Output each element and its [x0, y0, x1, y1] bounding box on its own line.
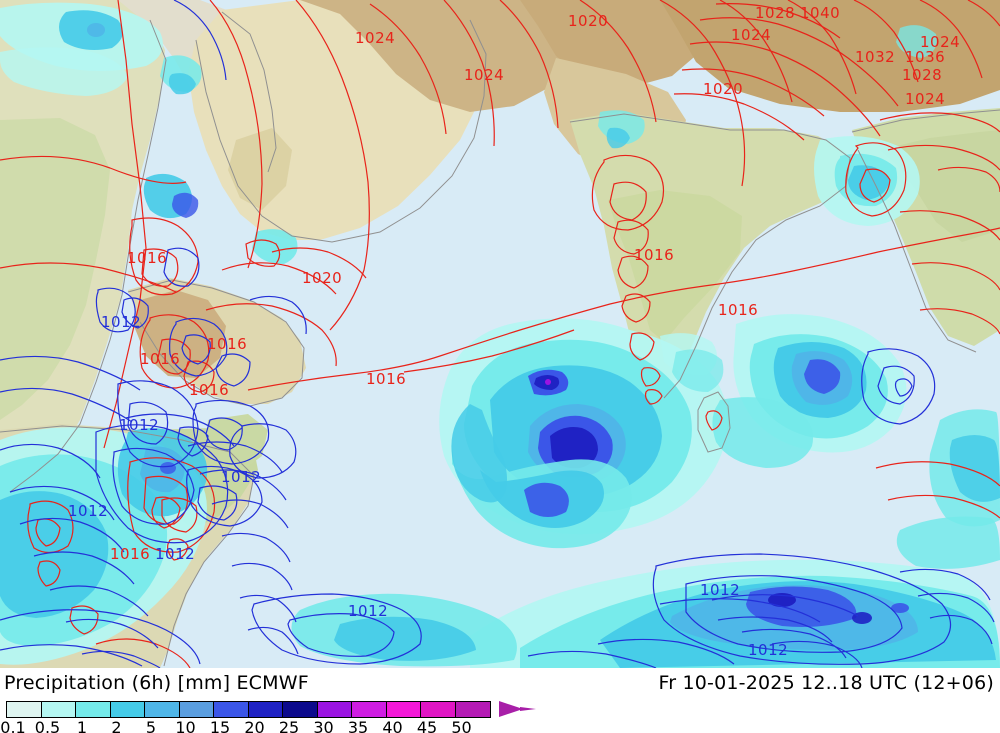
map-footer: Precipitation (6h) [mm] ECMWF Fr 10-01-2…	[0, 668, 1000, 733]
colorbar-tick-2: 2	[111, 718, 122, 733]
precip-west-lobe	[451, 404, 507, 503]
colorbar-tick-20: 20	[244, 718, 265, 733]
land-sahel-green	[0, 118, 110, 420]
colorbar-swatch-20	[248, 702, 283, 717]
precipitation-map[interactable]: 1024 1020 1024 1028 1040 1024 1024 1032 1036 1028…	[0, 0, 1000, 668]
precip-india-coast-faint	[672, 349, 724, 392]
colorbar-overflow-arrow	[499, 701, 523, 717]
colorbar-tick-0.5: 0.5	[34, 718, 61, 733]
colorbar-swatch-40	[386, 702, 421, 717]
chart-timestamp: Fr 10-01-2025 12..18 UTC (12+06)	[658, 672, 994, 694]
precip-sri-lanka-east-peak	[804, 359, 841, 394]
precip-sw-arm-core	[524, 482, 569, 517]
precip-nw-cell-peak	[545, 379, 551, 385]
colorbar-tick-15: 15	[209, 718, 231, 733]
land-iran-plateau	[300, 0, 580, 112]
precip-ethiopia-peak	[160, 462, 176, 474]
precip-sumatra-band-core	[949, 435, 1000, 502]
colorbar-tick-40: 40	[382, 718, 403, 733]
precip-sumatra-strip	[896, 516, 1000, 569]
colorbar-swatch-50	[455, 702, 490, 717]
isobars-high	[0, 0, 1000, 668]
land-deccan-plateau	[608, 190, 742, 342]
colorbar-tick-10: 10	[175, 718, 196, 733]
colorbar-swatch-30	[317, 702, 352, 717]
colorbar-tick-35: 35	[347, 718, 369, 733]
colorbar-swatch-25	[283, 702, 318, 717]
colorbar-swatch-45	[421, 702, 456, 717]
colorbar-swatch-2	[110, 702, 145, 717]
isobars-low	[0, 0, 995, 668]
precip-bottom-arc-core	[334, 616, 476, 661]
colorbar-tick-0.1: 0.1	[0, 718, 26, 733]
colorbar-tick-25: 25	[278, 718, 300, 733]
precip-southern-peak-3	[891, 603, 909, 613]
precip-red-sea-coast-2	[172, 192, 199, 218]
precip-yemen-coast	[252, 229, 298, 264]
colorbar-swatch-1	[76, 702, 111, 717]
precip-bengal-edge-core2	[848, 165, 890, 200]
colorbar-tick-5: 5	[145, 718, 157, 733]
colorbar-tick-30: 30	[313, 718, 334, 733]
colorbar-swatch-5	[145, 702, 180, 717]
coastlines	[0, 11, 1000, 667]
colorbar-tick-labels: 0.1 0.5 1 2 5 10 15 20 25 30 35 40 45 50	[0, 718, 540, 733]
colorbar-swatch-10	[179, 702, 214, 717]
precip-himalaya-dusting-2	[606, 127, 630, 149]
precip-arabian-sea-core3	[550, 427, 598, 469]
colorbar-swatch-35	[352, 702, 387, 717]
precip-sri-lanka-band	[712, 397, 814, 468]
precip-saudi-cells-2	[168, 73, 196, 95]
precip-levant-peak	[87, 23, 105, 37]
land-central-asia	[520, 0, 712, 88]
precipitation-colorbar[interactable]	[6, 701, 491, 718]
colorbar-swatch-0.1	[7, 702, 42, 717]
colorbar-swatch-0.5	[41, 702, 76, 717]
map-canvas	[0, 0, 1000, 668]
colorbar-tick-50: 50	[451, 718, 472, 733]
colorbar-swatch-15	[214, 702, 249, 717]
precip-sinai-band	[0, 47, 128, 96]
colorbar-tick-45: 45	[416, 718, 438, 733]
colorbar-tick-1: 1	[76, 718, 88, 733]
precip-tibet-patches	[896, 25, 937, 58]
chart-title: Precipitation (6h) [mm] ECMWF	[4, 672, 309, 694]
land-ethiopia-highlands	[134, 290, 226, 378]
colorbar-overflow-arrow-tip	[520, 707, 536, 711]
